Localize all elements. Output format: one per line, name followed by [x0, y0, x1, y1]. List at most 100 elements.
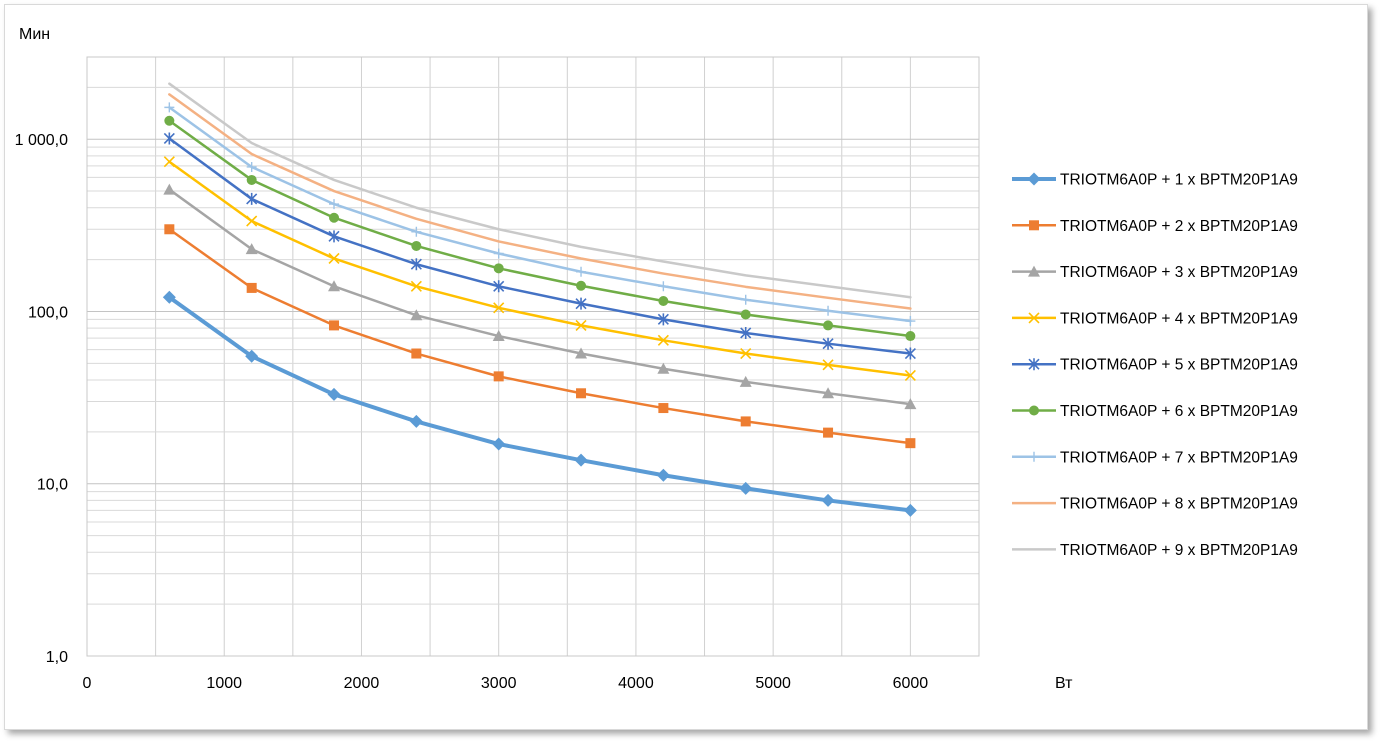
data-point — [411, 240, 422, 251]
series-line — [168, 137, 912, 355]
y-tick-label: 1,0 — [46, 649, 68, 666]
data-point — [575, 297, 587, 310]
y-axis-label: Мин — [19, 26, 50, 43]
data-point — [823, 305, 834, 316]
legend-label: TRIOTM6A0P + 7 x BPTM20P1A9 — [1060, 449, 1298, 466]
data-point — [329, 199, 340, 210]
data-point — [492, 437, 506, 451]
data-point — [329, 212, 340, 223]
data-point — [740, 416, 751, 427]
series-line — [168, 106, 912, 323]
legend-label: TRIOTM6A0P + 3 x BPTM20P1A9 — [1060, 264, 1298, 281]
data-point — [328, 252, 340, 265]
data-point — [246, 174, 257, 185]
data-point — [493, 248, 504, 259]
legend-marker — [1028, 312, 1040, 324]
chart-svg: 0 1000 2000 3000 4000 5000 6000 1,0 10,0 100,0 1 0… — [15, 26, 1298, 692]
data-point — [411, 226, 422, 237]
data-point — [163, 132, 175, 145]
data-point — [329, 320, 340, 331]
legend-item: TRIOTM6A0P + 5 x BPTM20P1A9 — [1012, 357, 1298, 374]
data-point — [656, 468, 670, 482]
legend-marker — [1029, 451, 1039, 462]
data-point — [163, 183, 176, 195]
data-point — [823, 320, 834, 331]
data-point — [658, 281, 669, 292]
plot-area-border — [86, 56, 980, 657]
data-point — [575, 347, 588, 359]
data-point — [576, 266, 587, 277]
data-point — [658, 403, 669, 414]
legend-label: TRIOTM6A0P + 5 x BPTM20P1A9 — [1060, 357, 1298, 374]
data-point — [821, 493, 835, 507]
data-point — [904, 398, 917, 410]
data-point — [163, 156, 175, 168]
series-3 — [163, 183, 917, 410]
data-point — [575, 319, 587, 331]
data-point — [740, 309, 751, 320]
data-point — [164, 115, 175, 126]
legend-item: TRIOTM6A0P + 1 x BPTM20P1A9 — [1012, 172, 1298, 189]
y-tick-label: 10,0 — [37, 477, 68, 494]
data-point — [327, 387, 341, 401]
series-7 — [164, 102, 916, 327]
y-tick-label: 1 000,0 — [15, 132, 68, 149]
data-point — [328, 230, 340, 243]
data-point — [657, 313, 669, 326]
x-tick-label: 1000 — [206, 675, 242, 692]
legend-label: TRIOTM6A0P + 6 x BPTM20P1A9 — [1060, 403, 1298, 420]
legend-marker — [1027, 172, 1041, 186]
data-point — [905, 438, 916, 449]
data-point — [246, 282, 257, 293]
legend-item: TRIOTM6A0P + 8 x BPTM20P1A9 — [1012, 496, 1298, 513]
data-point — [904, 347, 916, 360]
data-point — [246, 161, 257, 172]
data-point — [410, 309, 423, 321]
data-point — [493, 280, 505, 293]
data-point — [903, 503, 917, 517]
x-tick-label: 3000 — [481, 675, 517, 692]
data-point — [740, 347, 752, 360]
series-6 — [164, 115, 916, 342]
legend-item: TRIOTM6A0P + 4 x BPTM20P1A9 — [1012, 310, 1298, 327]
series-4 — [163, 156, 916, 382]
series-1 — [162, 290, 917, 517]
series-line — [168, 228, 912, 445]
legend-item: TRIOTM6A0P + 3 x BPTM20P1A9 — [1012, 264, 1298, 281]
series-line — [168, 188, 912, 406]
grid-layer — [86, 56, 980, 657]
data-point — [905, 331, 916, 342]
legend-label: TRIOTM6A0P + 4 x BPTM20P1A9 — [1060, 310, 1298, 327]
data-point — [328, 280, 341, 292]
data-point — [576, 280, 587, 291]
x-tick-label: 2000 — [344, 675, 380, 692]
data-point — [492, 330, 505, 342]
data-point — [410, 280, 422, 292]
legend-label: TRIOTM6A0P + 8 x BPTM20P1A9 — [1060, 496, 1298, 513]
series-line — [168, 160, 912, 377]
data-point — [164, 224, 175, 235]
data-point — [246, 215, 258, 227]
data-point — [576, 388, 587, 399]
legend: TRIOTM6A0P + 1 x BPTM20P1A9 TRIOTM6A0P + … — [1012, 172, 1298, 559]
series-8 — [168, 93, 912, 310]
data-point — [574, 453, 588, 467]
data-point — [822, 387, 835, 399]
data-point — [409, 414, 423, 428]
series-5 — [163, 132, 916, 360]
data-point — [410, 258, 422, 271]
x-tick-label: 4000 — [618, 675, 654, 692]
y-tick-label: 100,0 — [28, 304, 68, 321]
data-point — [493, 371, 504, 382]
data-point — [657, 334, 669, 346]
data-point — [411, 348, 422, 359]
series-9 — [168, 82, 912, 299]
data-point — [245, 349, 259, 363]
data-point — [657, 362, 670, 374]
x-axis-label: Вт — [1055, 675, 1073, 692]
series-2 — [164, 224, 916, 449]
legend-label: TRIOTM6A0P + 9 x BPTM20P1A9 — [1060, 542, 1298, 559]
series-line — [168, 119, 912, 338]
data-point — [245, 243, 258, 255]
x-tick-label: 0 — [83, 675, 92, 692]
